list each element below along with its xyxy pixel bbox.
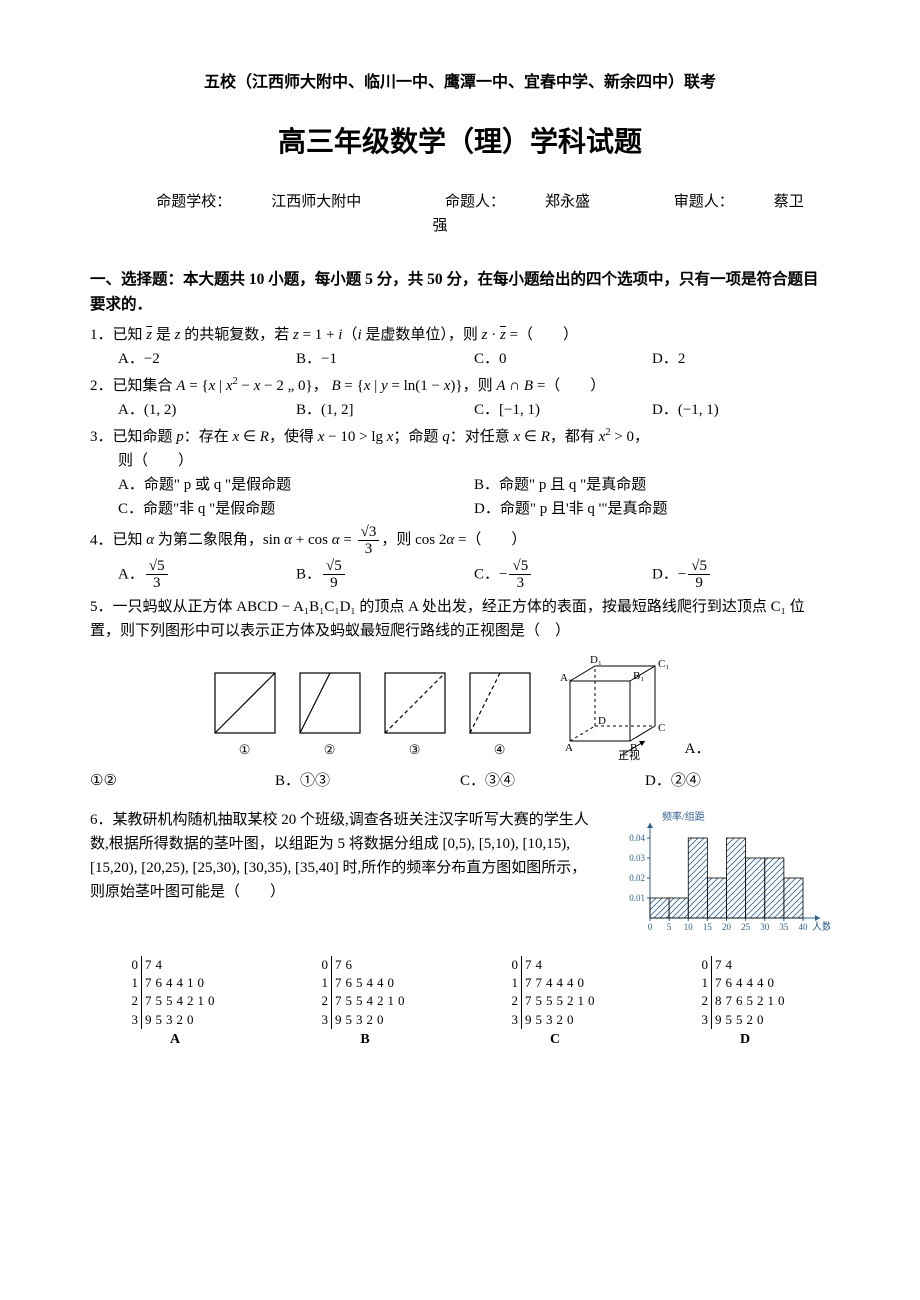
q3-choice-b: B．命题" p 且 q "是真命题 <box>474 473 830 497</box>
q4-choice-d: D．−√59 <box>652 558 830 592</box>
q2-choice-a: A．(1, 2) <box>118 398 296 422</box>
stem-leaf-b: 076176544027554210395320B <box>321 956 410 1049</box>
q4-choice-b: B．√59 <box>296 558 474 592</box>
q3-stem2: 则（ ） <box>118 449 830 473</box>
svg-text:0: 0 <box>648 922 653 932</box>
svg-text:30: 30 <box>760 922 770 932</box>
svg-text:D: D <box>598 715 606 727</box>
q6-stem: 某教研机构随机抽取某校 20 个班级,调查各班关注汉字听写大赛的学生人数,根据所… <box>90 812 589 900</box>
q3-choice-c: C．命题"非 q "是假命题 <box>118 497 474 521</box>
school-line: 五校（江西师大附中、临川一中、鹰潭一中、宜春中学、新余四中）联考 <box>90 70 830 96</box>
svg-text:20: 20 <box>722 922 732 932</box>
author-person: 郑永盛 <box>545 194 590 210</box>
cube-svg: A B C D A₁ B₁ C₁ D₁ 正视 <box>550 651 670 761</box>
q5-a-label: A． <box>685 737 711 761</box>
q1-choice-b: B．−1 <box>296 347 474 371</box>
svg-text:A₁: A₁ <box>560 672 572 684</box>
q2-num: 2． <box>90 378 113 394</box>
q3-stem: 已知命题 p：存在 x ∈ R，使得 x − 10 > lg x；命题 q：对任… <box>113 429 650 445</box>
stem-leaf-a: 074176441027554210395320A <box>131 956 220 1049</box>
q5-stem: 一只蚂蚁从正方体 ABCD − A₁B₁C₁D₁ 的顶点 A 处出发，经正方体的… <box>90 599 805 639</box>
svg-text:5: 5 <box>667 922 672 932</box>
question-5: 5．一只蚂蚁从正方体 ABCD − A₁B₁C₁D₁ 的顶点 A 处出发，经正方… <box>90 595 830 793</box>
svg-text:0.01: 0.01 <box>629 893 645 903</box>
stem-leaf-d: 074176444028765210395520D <box>701 956 790 1049</box>
q5-fig-label-2: ② <box>324 740 336 761</box>
stem-leaf-c: 074177444027555210395320C <box>511 956 600 1049</box>
q4-num: 4． <box>90 532 113 548</box>
main-title: 高三年级数学（理）学科试题 <box>90 121 830 166</box>
svg-text:人数: 人数 <box>812 920 830 933</box>
svg-text:正视: 正视 <box>618 748 640 761</box>
q5-fig-label-4: ④ <box>494 740 506 761</box>
q1-stem: 已知 z 是 z 的共轭复数，若 z = 1 + i（i 是虚数单位），则 z … <box>113 327 579 343</box>
question-4: 4．已知 α 为第二象限角，sin α + cos α = √33，则 cos … <box>90 524 830 592</box>
svg-text:频率/组距: 频率/组距 <box>662 810 705 823</box>
q4-choice-a: A．√53 <box>118 558 296 592</box>
q2-choice-c: C．[−1, 1) <box>474 398 652 422</box>
q6-histogram: 0.01 0.02 0.03 0.04 0 5 10 15 20 25 30 35 40 频率/组距人数 <box>620 808 830 946</box>
svg-text:C: C <box>658 722 665 734</box>
q5-fig-4: ④ <box>465 668 535 761</box>
question-6: 6．某教研机构随机抽取某校 20 个班级,调查各班关注汉字听写大赛的学生人数,根… <box>90 808 830 1049</box>
q5-fig-2: ② <box>295 668 365 761</box>
q5-num: 5． <box>90 599 113 615</box>
q5-choice-b: B．①③ <box>275 769 460 793</box>
svg-text:15: 15 <box>703 922 713 932</box>
author-person-label: 命题人： <box>445 194 505 210</box>
q1-choice-a: A．−2 <box>118 347 296 371</box>
svg-text:10: 10 <box>684 922 694 932</box>
svg-text:A: A <box>565 742 573 754</box>
q4-choice-c: C．−√53 <box>474 558 652 592</box>
q6-num: 6． <box>90 812 113 828</box>
q5-choice-c: C．③④ <box>460 769 645 793</box>
author-school-label: 命题学校： <box>156 194 231 210</box>
author-line: 命题学校：江西师大附中 命题人：郑永盛 审题人：蔡卫强 <box>90 190 830 238</box>
q3-num: 3． <box>90 429 113 445</box>
q5-figure-row: ① ② ③ ④ A B <box>90 651 830 761</box>
q1-choice-d: D．2 <box>652 347 830 371</box>
q5-fig-label-1: ① <box>239 740 251 761</box>
q1-choice-c: C．0 <box>474 347 652 371</box>
svg-text:C₁: C₁ <box>658 658 669 670</box>
q5-choice-a: ①② <box>90 769 275 793</box>
question-1: 1．已知 z 是 z 的共轭复数，若 z = 1 + i（i 是虚数单位），则 … <box>90 323 830 371</box>
svg-text:0.03: 0.03 <box>629 853 645 863</box>
q5-cube: A B C D A₁ B₁ C₁ D₁ 正视 <box>550 651 670 761</box>
svg-text:25: 25 <box>741 922 751 932</box>
q3-choice-d: D．命题" p 且'非 q '"是真命题 <box>474 497 830 521</box>
svg-text:B₁: B₁ <box>633 670 644 682</box>
q3-choice-a: A．命题" p 或 q "是假命题 <box>118 473 474 497</box>
q5-fig-3: ③ <box>380 668 450 761</box>
svg-text:0.02: 0.02 <box>629 873 645 883</box>
q2-choice-d: D．(−1, 1) <box>652 398 830 422</box>
section-header: 一、选择题：本大题共 10 小题，每小题 5 分，共 50 分，在每小题给出的四… <box>90 268 830 318</box>
q5-fig-1: ① <box>210 668 280 761</box>
q5-choice-d: D．②④ <box>645 769 830 793</box>
svg-text:D₁: D₁ <box>590 654 602 666</box>
question-2: 2．已知集合 A = {x | x2 − x − 2 „ 0}， B = {x … <box>90 374 830 422</box>
q5-fig-label-3: ③ <box>409 740 421 761</box>
q2-stem: 已知集合 A = {x | x2 − x − 2 „ 0}， B = {x | … <box>113 378 606 394</box>
svg-text:0.04: 0.04 <box>629 833 645 843</box>
svg-text:35: 35 <box>779 922 789 932</box>
question-3: 3．已知命题 p：存在 x ∈ R，使得 x − 10 > lg x；命题 q：… <box>90 425 830 521</box>
q4-stem: 已知 α 为第二象限角，sin α + cos α = √33，则 cos 2α… <box>113 532 527 548</box>
stem-leaf-row: 074176441027554210395320A 076176544027554… <box>90 956 830 1049</box>
q2-choice-b: B．(1, 2] <box>296 398 474 422</box>
q1-num: 1． <box>90 327 113 343</box>
author-school: 江西师大附中 <box>271 194 361 210</box>
svg-text:40: 40 <box>799 922 809 932</box>
reviewer-label: 审题人： <box>674 194 734 210</box>
